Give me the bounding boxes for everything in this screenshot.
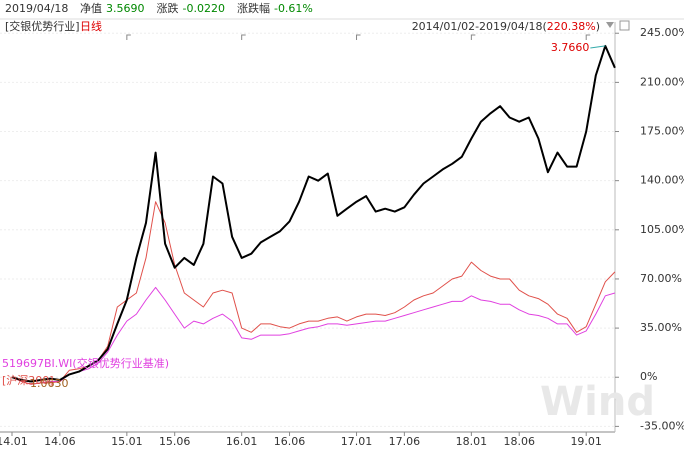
y-tick-label: 35.00% [640,321,682,334]
y-tick-label: -35.00% [640,419,684,432]
header-label: 涨跌 [157,1,179,15]
legend-label: [沪深300] [2,373,54,387]
dropdown-icon[interactable] [606,22,614,28]
start-label: 1.0630 [30,377,69,390]
x-tick-label: 18.06 [503,435,535,448]
y-tick-label: 70.00% [640,272,682,285]
x-tick-label: 18.01 [456,435,488,448]
x-tick-label: 15.06 [159,435,191,448]
peak-leader [590,45,606,49]
range-label: 2014/01/02-2019/04/18(220.38%) [412,20,600,33]
range-text: 2014/01/02-2019/04/18( [412,20,547,33]
period-marker [126,34,131,40]
peak-label: 3.7660 [551,41,590,54]
chart-subtitle: 日线 [80,19,102,33]
x-tick-label: 16.06 [274,435,306,448]
period-marker [356,34,361,40]
period-marker [585,34,591,40]
period-marker [470,34,476,40]
header-value: -0.0220 [183,2,225,15]
header-label: 净值 [80,1,102,15]
x-tick-label: 17.06 [389,435,421,448]
range-close: ) [596,20,600,33]
x-tick-label: 17.01 [341,435,373,448]
x-tick-label: 19.01 [570,435,602,448]
series-line [11,44,616,383]
header-date: 2019/04/18 [5,2,68,15]
series-line [11,286,616,385]
x-tick-label: 16.01 [226,435,258,448]
window-icon[interactable] [619,20,630,31]
y-tick-label: 210.00% [640,75,684,88]
header-label: 涨跌幅 [237,1,270,15]
legend-label: 519697BI.WI(交银优势行业基准) [2,356,169,370]
y-tick-label: 245.00% [640,26,684,39]
x-tick-label: 14.06 [44,435,76,448]
watermark: Wind [540,379,655,425]
y-tick-label: 140.00% [640,174,684,187]
header-value: 3.5690 [106,2,145,15]
x-tick-label: 14.01 [0,435,28,448]
range-return: 220.38% [547,20,596,33]
period-marker [241,34,246,40]
series-line [11,201,616,385]
y-tick-label: 175.00% [640,125,684,138]
chart-title: [交银优势行业] [5,19,80,33]
y-tick-label: 0% [640,370,657,383]
header-value: -0.61% [274,2,313,15]
x-tick-label: 15.01 [111,435,143,448]
y-tick-label: 105.00% [640,223,684,236]
